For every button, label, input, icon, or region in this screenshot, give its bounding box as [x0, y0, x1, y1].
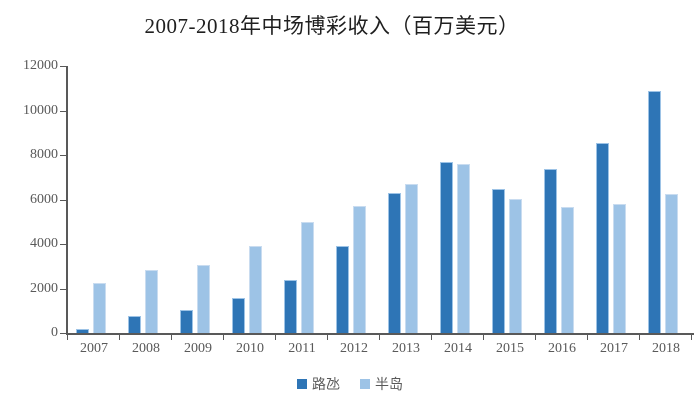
y-tick-label: 6000 [30, 191, 58, 207]
bar-半岛-2017 [613, 204, 626, 333]
bar-半岛-2013 [405, 184, 418, 333]
legend: 路氹 半岛 [0, 374, 700, 394]
bar-路氹-2015 [492, 189, 505, 333]
y-tick-mark [60, 66, 66, 67]
legend-swatch-icon [360, 379, 370, 389]
bar-路氹-2013 [388, 193, 401, 333]
x-tick-label-2018: 2018 [652, 341, 680, 356]
x-tick-mark [379, 335, 380, 340]
x-tick-label-2015: 2015 [496, 341, 524, 356]
bar-路氹-2018 [648, 91, 661, 333]
bar-路氹-2012 [336, 246, 349, 333]
bar-半岛-2007 [93, 283, 106, 333]
x-tick-label-2007: 2007 [80, 341, 108, 356]
legend-label: 路氹 [312, 378, 340, 393]
x-tick-mark [275, 335, 276, 340]
y-tick-mark [60, 333, 66, 334]
bar-半岛-2008 [145, 270, 158, 333]
legend-item-半岛: 半岛 [360, 374, 403, 394]
legend-swatch-icon [297, 379, 307, 389]
y-tick-label: 12000 [23, 58, 58, 73]
bar-半岛-2009 [197, 265, 210, 333]
x-tick-label-2016: 2016 [548, 341, 576, 356]
x-tick-label-2011: 2011 [288, 341, 316, 356]
x-tick-label-2013: 2013 [392, 341, 420, 356]
bar-路氹-2011 [284, 280, 297, 333]
y-tick-label: 4000 [30, 236, 58, 251]
x-tick-mark [691, 335, 692, 340]
bar-路氹-2016 [544, 169, 557, 333]
plot-area [66, 66, 694, 335]
bar-半岛-2012 [353, 206, 366, 333]
x-tick-label-2009: 2009 [184, 341, 212, 356]
y-tick-mark [60, 110, 66, 112]
bar-路氹-2007 [76, 329, 89, 333]
bar-半岛-2016 [561, 207, 574, 333]
y-tick-mark [60, 244, 66, 245]
x-tick-mark [483, 335, 484, 340]
x-tick-mark [587, 335, 588, 340]
x-tick-mark [535, 335, 536, 340]
bar-半岛-2010 [249, 246, 262, 333]
x-tick-label-2008: 2008 [132, 341, 160, 356]
x-tick-mark [327, 335, 328, 340]
x-tick-mark [639, 335, 640, 340]
x-tick-mark [431, 335, 432, 340]
y-tick-mark [60, 199, 66, 201]
x-tick-mark [171, 335, 172, 340]
y-tick-label: 0 [51, 325, 58, 340]
chart-title: 2007-2018年中场博彩收入（百万美元） [144, 14, 520, 38]
y-tick-mark [60, 288, 66, 290]
x-tick-mark [119, 335, 120, 340]
legend-label: 半岛 [375, 378, 403, 393]
x-tick-label-2012: 2012 [340, 341, 368, 356]
x-tick-mark [223, 335, 224, 340]
bar-路氹-2010 [232, 298, 245, 333]
y-tick-mark [60, 155, 66, 156]
y-tick-label: 2000 [30, 280, 58, 296]
bar-路氹-2008 [128, 316, 141, 333]
legend-item-路氹: 路氹 [297, 374, 340, 394]
bar-路氹-2014 [440, 162, 453, 333]
x-tick-label-2010: 2010 [236, 341, 264, 356]
bar-半岛-2011 [301, 222, 314, 333]
x-tick-mark [67, 335, 68, 340]
y-tick-label: 10000 [23, 102, 58, 118]
bar-半岛-2014 [457, 164, 470, 333]
x-tick-label-2014: 2014 [444, 341, 472, 356]
bar-路氹-2017 [596, 143, 609, 333]
bar-半岛-2015 [509, 199, 522, 333]
bar-路氹-2009 [180, 310, 193, 333]
x-tick-label-2017: 2017 [600, 341, 628, 356]
y-tick-label: 8000 [30, 147, 58, 162]
bar-半岛-2018 [665, 194, 678, 333]
